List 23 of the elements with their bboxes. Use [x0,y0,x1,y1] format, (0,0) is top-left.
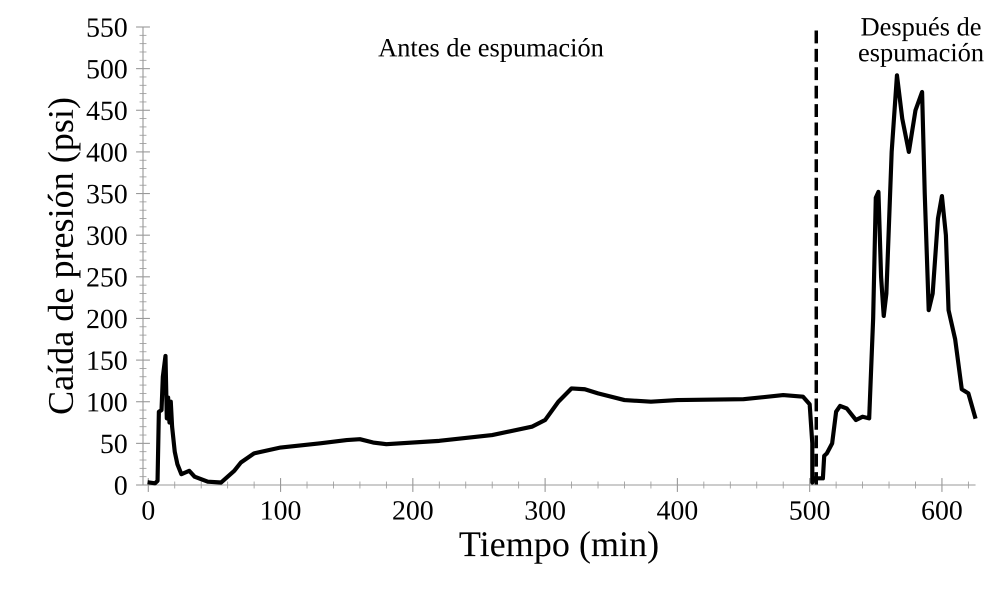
y-tick-label: 550 [88,18,127,37]
y-tick-label: 300 [87,226,127,246]
y-tick-label: 200 [87,310,127,328]
x-tick-label: 200 [393,501,433,520]
x-tick-label: 100 [262,501,300,520]
y-tick-label: 150 [88,351,127,370]
y-tick-label: 100 [88,392,127,412]
x-tick-label: 300 [526,501,565,520]
x-tick-label: 0 [142,501,154,520]
x-tick-label: 400 [657,501,698,520]
x-tick-label: 500 [790,501,830,520]
y-axis-title: Caída de presión (psi) [48,98,80,414]
x-axis-title: Tiempo (min) [460,531,658,564]
y-tick-label: 50 [102,434,127,454]
y-tick-label: 250 [87,268,127,287]
y-tick-label: 450 [86,101,127,120]
x-tick-label: 600 [922,501,962,520]
annotation: Antes de espumación [378,38,604,62]
y-tick-label: 350 [87,184,127,204]
y-tick-label: 0 [114,476,127,495]
y-tick-label: 400 [86,143,127,162]
annotation: Después de espumación [859,17,984,67]
y-tick-label: 500 [88,60,127,79]
